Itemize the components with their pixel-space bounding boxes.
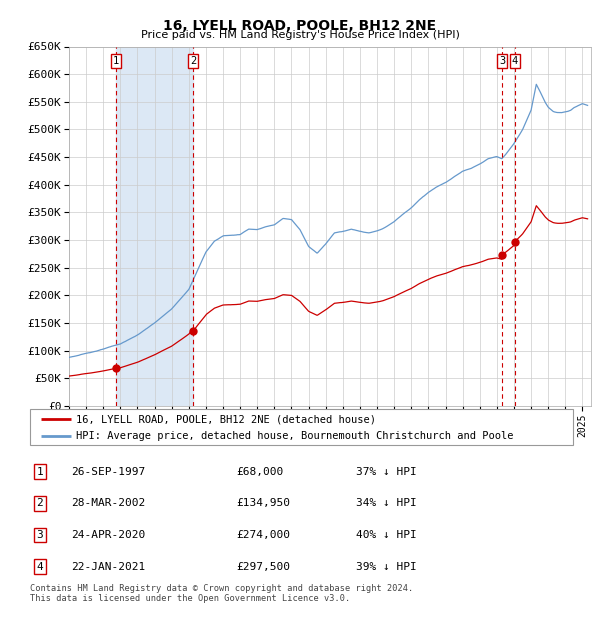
FancyBboxPatch shape (30, 409, 573, 445)
Text: £68,000: £68,000 (236, 467, 284, 477)
Text: 1: 1 (37, 467, 43, 477)
Bar (116, 46, 193, 406)
Text: £274,000: £274,000 (236, 530, 290, 540)
Text: 24-APR-2020: 24-APR-2020 (71, 530, 145, 540)
Text: 22-JAN-2021: 22-JAN-2021 (71, 562, 145, 572)
Text: HPI: Average price, detached house, Bournemouth Christchurch and Poole: HPI: Average price, detached house, Bour… (76, 431, 514, 441)
Text: 4: 4 (37, 562, 43, 572)
Text: Price paid vs. HM Land Registry's House Price Index (HPI): Price paid vs. HM Land Registry's House … (140, 30, 460, 40)
Text: 16, LYELL ROAD, POOLE, BH12 2NE (detached house): 16, LYELL ROAD, POOLE, BH12 2NE (detache… (76, 414, 376, 424)
Text: £134,950: £134,950 (236, 498, 290, 508)
Text: Contains HM Land Registry data © Crown copyright and database right 2024.: Contains HM Land Registry data © Crown c… (30, 584, 413, 593)
Text: 2: 2 (37, 498, 43, 508)
Text: 2: 2 (190, 56, 196, 66)
Text: £297,500: £297,500 (236, 562, 290, 572)
Text: 26-SEP-1997: 26-SEP-1997 (71, 467, 145, 477)
Text: 28-MAR-2002: 28-MAR-2002 (71, 498, 145, 508)
Text: 3: 3 (499, 56, 505, 66)
Text: 40% ↓ HPI: 40% ↓ HPI (356, 530, 416, 540)
Text: This data is licensed under the Open Government Licence v3.0.: This data is licensed under the Open Gov… (30, 594, 350, 603)
Text: 37% ↓ HPI: 37% ↓ HPI (356, 467, 416, 477)
Text: 39% ↓ HPI: 39% ↓ HPI (356, 562, 416, 572)
Text: 3: 3 (37, 530, 43, 540)
Text: 1: 1 (113, 56, 119, 66)
Text: 34% ↓ HPI: 34% ↓ HPI (356, 498, 416, 508)
Text: 16, LYELL ROAD, POOLE, BH12 2NE: 16, LYELL ROAD, POOLE, BH12 2NE (163, 19, 437, 33)
Text: 4: 4 (512, 56, 518, 66)
